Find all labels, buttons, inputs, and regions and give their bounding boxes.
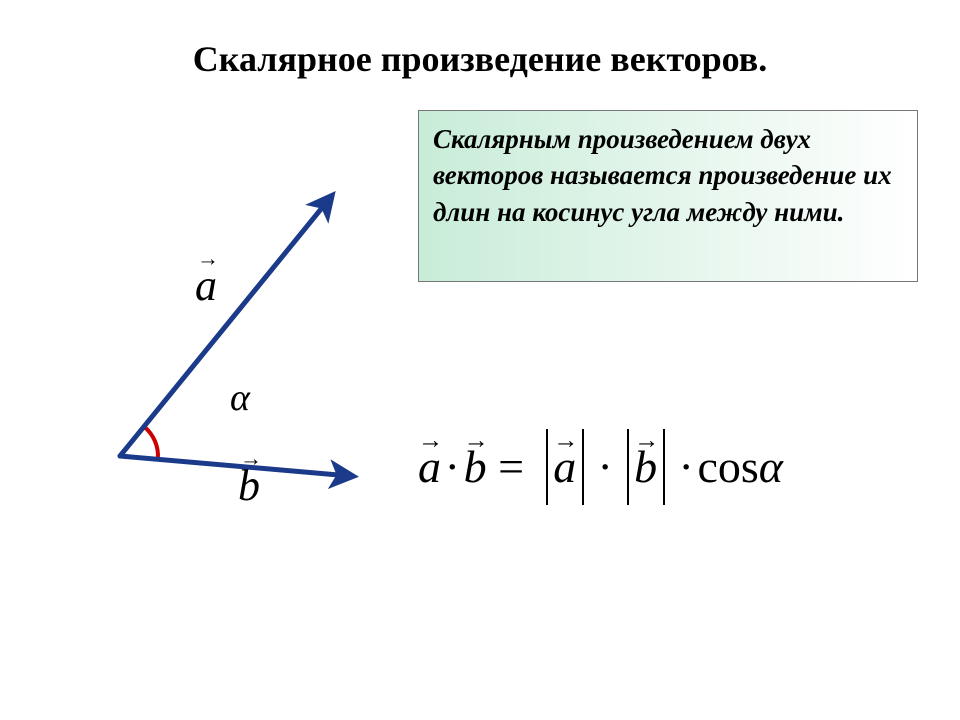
page-title: Скалярное произведение векторов.	[0, 38, 960, 80]
definition-box: Скалярным произведением двух векторов на…	[418, 110, 918, 282]
definition-text: Скалярным произведением двух векторов на…	[433, 124, 892, 227]
dot-operator: ·	[441, 440, 464, 493]
vector-arrow-icon: →	[418, 426, 441, 455]
svg-text:→: →	[240, 446, 262, 471]
vector-diagram: a→b→α	[60, 170, 420, 540]
vector-b-symbol: → b	[634, 440, 657, 493]
vector-arrow-icon: →	[553, 426, 576, 455]
svg-text:→: →	[197, 246, 219, 271]
dot-operator: ·	[675, 440, 698, 493]
dot-operator: ·	[594, 440, 617, 493]
cos-function: cos	[697, 440, 758, 493]
alpha-symbol: α	[759, 440, 783, 493]
vector-a-symbol: → a	[418, 440, 441, 493]
vector-b-symbol: → b	[464, 440, 487, 493]
magnitude-b: → b	[617, 440, 675, 493]
svg-text:α: α	[230, 377, 251, 419]
vector-arrow-icon: →	[634, 426, 657, 455]
magnitude-a: → a	[536, 440, 594, 493]
vector-a-symbol: → a	[553, 440, 576, 493]
dot-product-formula: → a · → b = → a · → b · cos α	[418, 440, 783, 493]
vector-arrow-icon: →	[464, 426, 487, 455]
equals-sign: =	[487, 440, 536, 493]
